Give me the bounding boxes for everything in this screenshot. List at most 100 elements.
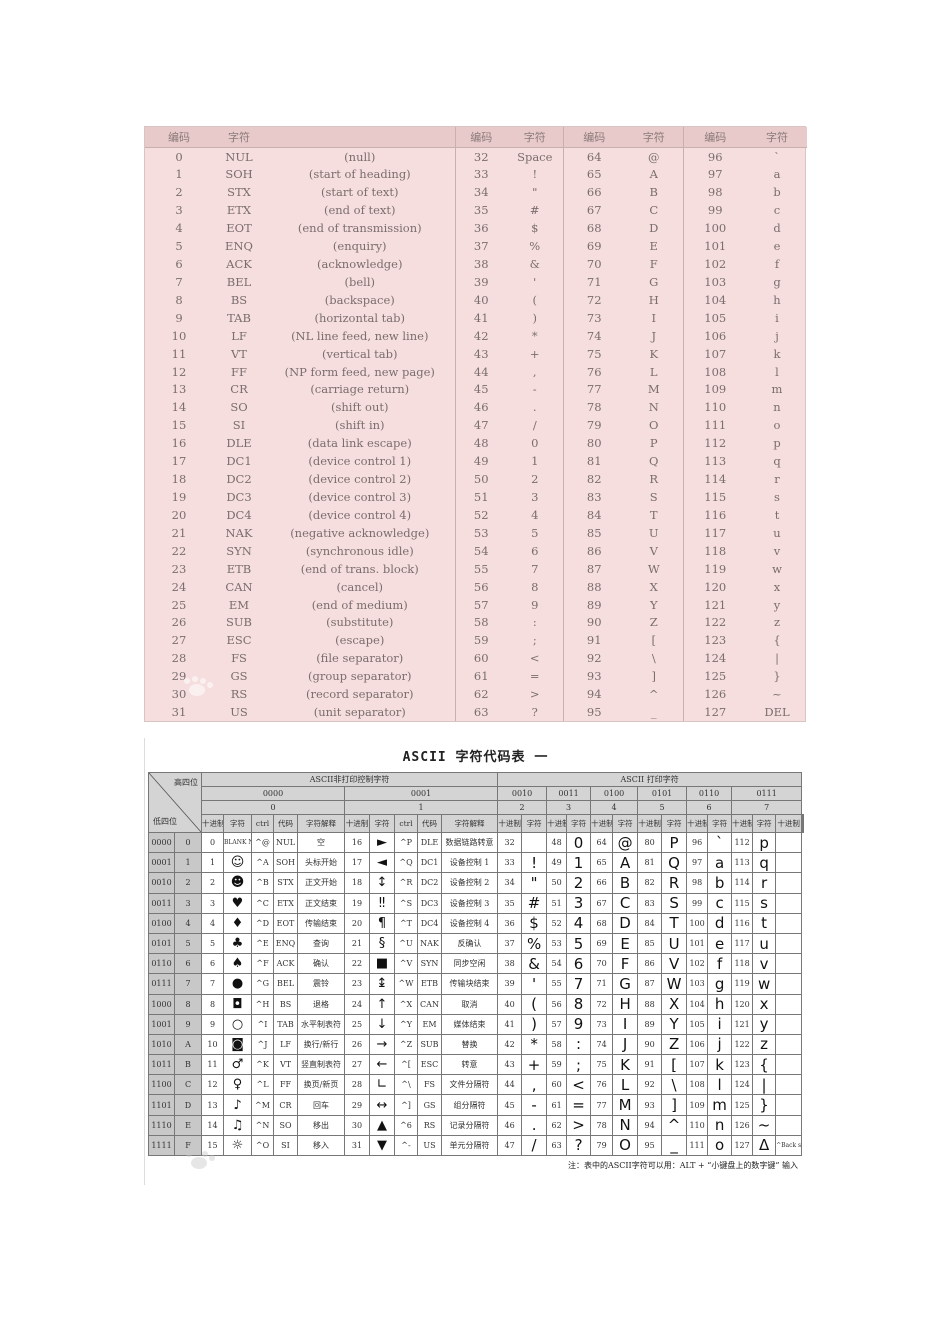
char-cell: { <box>773 633 781 648</box>
char-cell: 6 <box>566 953 592 975</box>
dec-cell: 92 <box>637 1074 663 1096</box>
char-cell: R <box>661 872 688 894</box>
char-cell: ☺ <box>223 852 252 874</box>
dec-cell: 17 <box>344 852 370 874</box>
char-cell: " <box>532 185 538 200</box>
table-row: 1 SOH (start of heading) 33! 65 A 97 a <box>145 165 807 184</box>
char-cell: a <box>773 167 781 182</box>
char-cell: 9 <box>566 1013 592 1035</box>
low-bits-hex: 1 <box>174 852 202 874</box>
char-cell: : <box>566 1033 592 1056</box>
dec-cell: 40 <box>497 993 523 1015</box>
char-header: 字符 <box>752 814 777 833</box>
table-row: 13 CR (carriage return) 45 - 77 M 109 m <box>145 380 807 399</box>
table-row: 18 DC2 (device control 2) 50 2 82 R 114 r <box>145 470 807 489</box>
char-cell: Z <box>661 1033 688 1056</box>
low-bits-binary: 1000 <box>148 993 175 1015</box>
dec-cell: 78 <box>590 1114 614 1136</box>
code-cell: 60 <box>454 649 507 668</box>
char-cell: S <box>649 489 658 504</box>
explain-cell: 数据链路转意 <box>440 831 499 854</box>
ctrl-cell <box>775 1033 803 1056</box>
code-cell: 123 <box>682 631 747 650</box>
ctrl-cell: ^- <box>394 1134 418 1157</box>
dec-header: 十进制 <box>775 814 803 833</box>
char-cell: Q <box>649 454 659 469</box>
code-cell: US <box>417 1134 442 1157</box>
code-cell: 65 <box>562 165 625 184</box>
dec-cell: 26 <box>344 1033 370 1056</box>
char-cell: ~ <box>772 687 782 702</box>
char-cell: f <box>774 256 780 271</box>
description-cell: (vertical tab) <box>321 346 398 361</box>
dec-cell: 83 <box>637 892 663 914</box>
table-row: 1010 A 10 ◙ ^J LF 换行/新行 26 → ^Z SUB 替换 42 * 58:74 J 90 Z 1… <box>148 1033 804 1056</box>
low-bits-hex: 6 <box>174 953 202 975</box>
dec-cell: 24 <box>344 993 370 1015</box>
description-cell: (substitute) <box>326 615 394 630</box>
dec-cell: 4 <box>201 912 224 934</box>
char-cell: 1 <box>566 852 592 874</box>
ctrl-cell: ^M <box>251 1094 274 1116</box>
code-cell: 31 <box>171 705 187 720</box>
explain-cell: 空 <box>297 831 345 854</box>
code-cell: 45 <box>454 380 507 399</box>
code-cell: 118 <box>682 541 747 560</box>
char-cell: E <box>612 932 639 955</box>
code-cell: 64 <box>562 147 625 166</box>
code-cell: 109 <box>682 380 747 399</box>
code-cell: 96 <box>682 147 747 166</box>
table-row: 25 EM (end of medium) 57 9 89 Y 121 y <box>145 595 807 614</box>
char-cell: VT <box>231 346 247 361</box>
char-cell: ` <box>707 831 733 854</box>
code-cell: ACK <box>273 953 298 975</box>
char-cell: P <box>649 436 658 451</box>
char-cell: ○ <box>223 1013 252 1035</box>
table-row: 1000 8 8 ◘ ^H BS 退格 24 ↑ ^X CAN 取消 40(56 8 72 H 88 X 104 h 1… <box>148 993 804 1015</box>
code-header: 代码 <box>417 814 442 833</box>
ctrl-cell <box>775 993 803 1015</box>
char-cell: / <box>532 418 537 433</box>
char-cell: , <box>521 1074 548 1096</box>
description-cell: (start of heading) <box>308 167 411 182</box>
code-cell: SI <box>273 1134 298 1157</box>
char-cell: ♪ <box>223 1094 252 1116</box>
ctrl-cell: ^P <box>394 831 418 854</box>
code-cell: 100 <box>682 219 747 238</box>
code-cell: 106 <box>682 326 747 345</box>
char-cell: a <box>707 852 733 874</box>
char-cell: b <box>773 185 781 200</box>
char-cell: J <box>612 1033 639 1056</box>
code-cell: 66 <box>562 183 625 202</box>
dec-cell: 6 <box>201 953 224 975</box>
low-bits-binary: 0011 <box>148 892 175 914</box>
low-bits-hex: A <box>174 1033 202 1056</box>
char-cell: \ <box>651 651 656 666</box>
table-row: 0101 5 5 ♣ ^E ENQ 查询 21 § ^U NAK 反确认 37% 53 5 69 E 85 U 101… <box>148 932 804 955</box>
char-cell: ) <box>521 1013 548 1035</box>
char-cell: J <box>651 328 657 343</box>
code-cell: NAK <box>417 932 442 955</box>
table-row: 0 NUL (null) 32 Space 64 @96 ` <box>145 147 807 166</box>
char-cell: = <box>529 669 540 684</box>
char-cell: O <box>612 1134 639 1157</box>
ctrl-cell: ^I <box>251 1013 274 1035</box>
char-cell: p <box>752 831 777 854</box>
code-cell: 27 <box>171 633 187 648</box>
char-cell: j <box>775 328 779 343</box>
dec-cell: 72 <box>590 993 614 1015</box>
char-cell: 4 <box>531 507 539 522</box>
char-cell: EOT <box>226 221 252 236</box>
table-row: 11 VT (vertical tab) 43 +75 K 107 k <box>145 344 807 363</box>
dec-cell: 13 <box>201 1094 224 1116</box>
ctrl-cell: ^\ <box>394 1074 418 1096</box>
code-cell: 81 <box>562 452 625 471</box>
char-cell: o <box>773 418 781 433</box>
char-cell: x <box>752 993 777 1015</box>
char-cell: L <box>612 1074 639 1096</box>
char-cell: % <box>529 239 541 254</box>
char-cell: ↓ <box>369 1013 395 1035</box>
char-cell: X <box>649 579 658 594</box>
table-row: 9 TAB (horizontal tab) 41) 73 I 105 i <box>145 308 807 327</box>
char-cell: CR <box>230 382 248 397</box>
